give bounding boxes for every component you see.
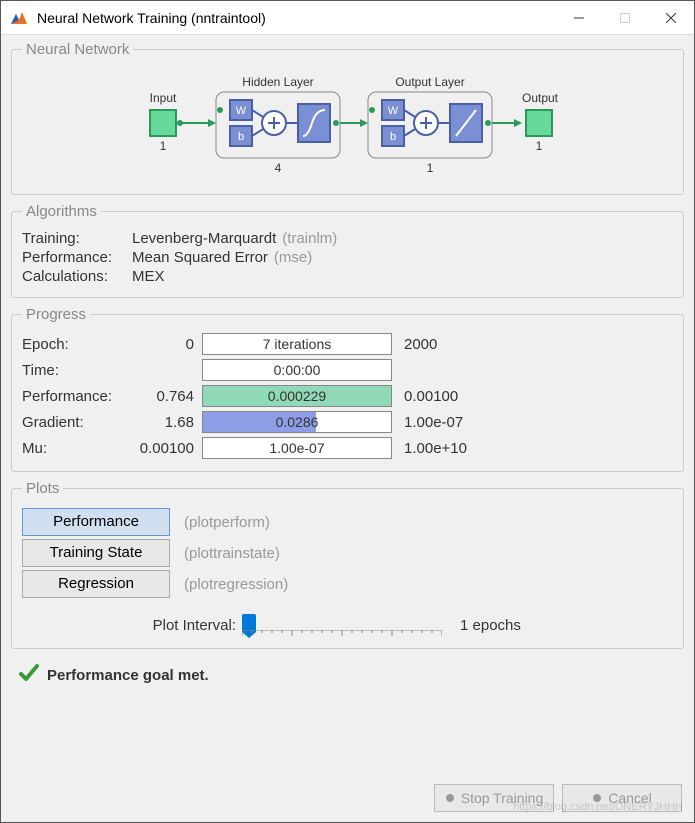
maximize-button[interactable] xyxy=(602,1,648,34)
window-buttons xyxy=(556,1,694,34)
window-title: Neural Network Training (nntraintool) xyxy=(37,10,556,26)
legend-prog: Progress xyxy=(22,306,90,323)
alg-row: Performance:Mean Squared Error (mse) xyxy=(22,249,673,266)
svg-text:Output Layer: Output Layer xyxy=(395,75,464,89)
prog-row: Epoch:0 7 iterations 2000 xyxy=(22,331,673,357)
prog-left-value: 0 xyxy=(132,336,202,353)
prog-bar: 0:00:00 xyxy=(202,359,392,381)
prog-right-value: 2000 xyxy=(392,336,437,353)
prog-right-value: 1.00e+10 xyxy=(392,440,467,457)
alg-value: Levenberg-Marquardt xyxy=(132,230,276,247)
prog-bar: 1.00e-07 xyxy=(202,437,392,459)
alg-label: Training: xyxy=(22,230,132,247)
prog-label: Mu: xyxy=(22,440,132,457)
plot-row: Performance (plotperform) xyxy=(22,508,673,536)
minimize-button[interactable] xyxy=(556,1,602,34)
stop-icon xyxy=(445,790,455,806)
check-icon xyxy=(19,663,47,687)
svg-text:4: 4 xyxy=(274,161,281,175)
prog-label: Time: xyxy=(22,362,132,379)
alg-value: Mean Squared Error xyxy=(132,249,268,266)
plot-interval-value: 1 epochs xyxy=(460,617,521,634)
alg-row: Training:Levenberg-Marquardt (trainlm) xyxy=(22,230,673,247)
prog-bar-text: 7 iterations xyxy=(263,336,331,352)
legend-alg: Algorithms xyxy=(22,203,101,220)
prog-left-value: 0.764 xyxy=(132,388,202,405)
prog-row: Time: 0:00:00 xyxy=(22,357,673,383)
svg-text:W: W xyxy=(235,105,246,117)
section-plots: Plots Performance (plotperform) Training S… xyxy=(11,480,684,649)
app-logo-icon xyxy=(9,8,29,28)
legend-plots: Plots xyxy=(22,480,63,497)
svg-text:Output: Output xyxy=(521,91,558,105)
prog-row: Mu:0.00100 1.00e-07 1.00e+10 xyxy=(22,435,673,461)
alg-row: Calculations:MEX xyxy=(22,268,673,285)
prog-bar-text: 0.000229 xyxy=(268,388,326,404)
prog-bar: 7 iterations xyxy=(202,333,392,355)
prog-bar: 0.000229 xyxy=(202,385,392,407)
status-row: Performance goal met. xyxy=(11,657,684,687)
plot-fn: (plotperform) xyxy=(184,514,270,531)
plot-button-training state[interactable]: Training State xyxy=(22,539,170,567)
section-algorithms: Algorithms Training:Levenberg-Marquardt (… xyxy=(11,203,684,298)
prog-left-value: 0.00100 xyxy=(132,440,202,457)
watermark: https://blog.csdn.net/ONERYJHHH xyxy=(513,801,683,813)
section-neural-network: Neural Network Input 1 Hidden Layer xyxy=(11,41,684,195)
plot-row: Regression (plotregression) xyxy=(22,570,673,598)
prog-label: Gradient: xyxy=(22,414,132,431)
svg-text:b: b xyxy=(389,131,395,143)
titlebar: Neural Network Training (nntraintool) xyxy=(1,1,694,35)
close-button[interactable] xyxy=(648,1,694,34)
prog-bar-text: 1.00e-07 xyxy=(269,440,324,456)
svg-text:W: W xyxy=(387,105,398,117)
svg-text:1: 1 xyxy=(159,139,166,153)
prog-label: Epoch: xyxy=(22,336,132,353)
nn-diagram: Input 1 Hidden Layer W b xyxy=(22,66,673,184)
plot-interval-row: Plot Interval: 1 epochs xyxy=(22,612,673,638)
prog-bar-text: 0:00:00 xyxy=(274,362,321,378)
prog-label: Performance: xyxy=(22,388,132,405)
svg-text:Hidden Layer: Hidden Layer xyxy=(242,75,313,89)
legend-nn: Neural Network xyxy=(22,41,133,58)
svg-text:1: 1 xyxy=(426,161,433,175)
prog-right-value: 0.00100 xyxy=(392,388,458,405)
prog-bar-text: 0.0286 xyxy=(276,414,319,430)
plot-fn: (plottrainstate) xyxy=(184,545,280,562)
status-text: Performance goal met. xyxy=(47,667,209,684)
alg-label: Performance: xyxy=(22,249,132,266)
plot-row: Training State (plottrainstate) xyxy=(22,539,673,567)
footer: Stop Training Cancel xyxy=(1,774,694,822)
window: Neural Network Training (nntraintool) Ne… xyxy=(0,0,695,823)
plot-button-regression[interactable]: Regression xyxy=(22,570,170,598)
prog-row: Performance:0.764 0.000229 0.00100 xyxy=(22,383,673,409)
plot-fn: (plotregression) xyxy=(184,576,288,593)
plot-button-performance[interactable]: Performance xyxy=(22,508,170,536)
plot-interval-label: Plot Interval: xyxy=(22,617,242,634)
prog-right-value: 1.00e-07 xyxy=(392,414,463,431)
section-progress: Progress Epoch:0 7 iterations 2000 Time: 0:0… xyxy=(11,306,684,472)
nn-input-label: Input xyxy=(149,91,176,105)
svg-text:b: b xyxy=(237,131,243,143)
alg-fn: (mse) xyxy=(274,249,312,266)
alg-value: MEX xyxy=(132,268,165,285)
alg-fn: (trainlm) xyxy=(282,230,337,247)
prog-left-value: 1.68 xyxy=(132,414,202,431)
svg-text:1: 1 xyxy=(535,139,542,153)
prog-row: Gradient:1.68 0.0286 1.00e-07 xyxy=(22,409,673,435)
content: Neural Network Input 1 Hidden Layer xyxy=(1,35,694,774)
alg-label: Calculations: xyxy=(22,268,132,285)
prog-bar: 0.0286 xyxy=(202,411,392,433)
plot-interval-slider[interactable] xyxy=(242,612,442,638)
